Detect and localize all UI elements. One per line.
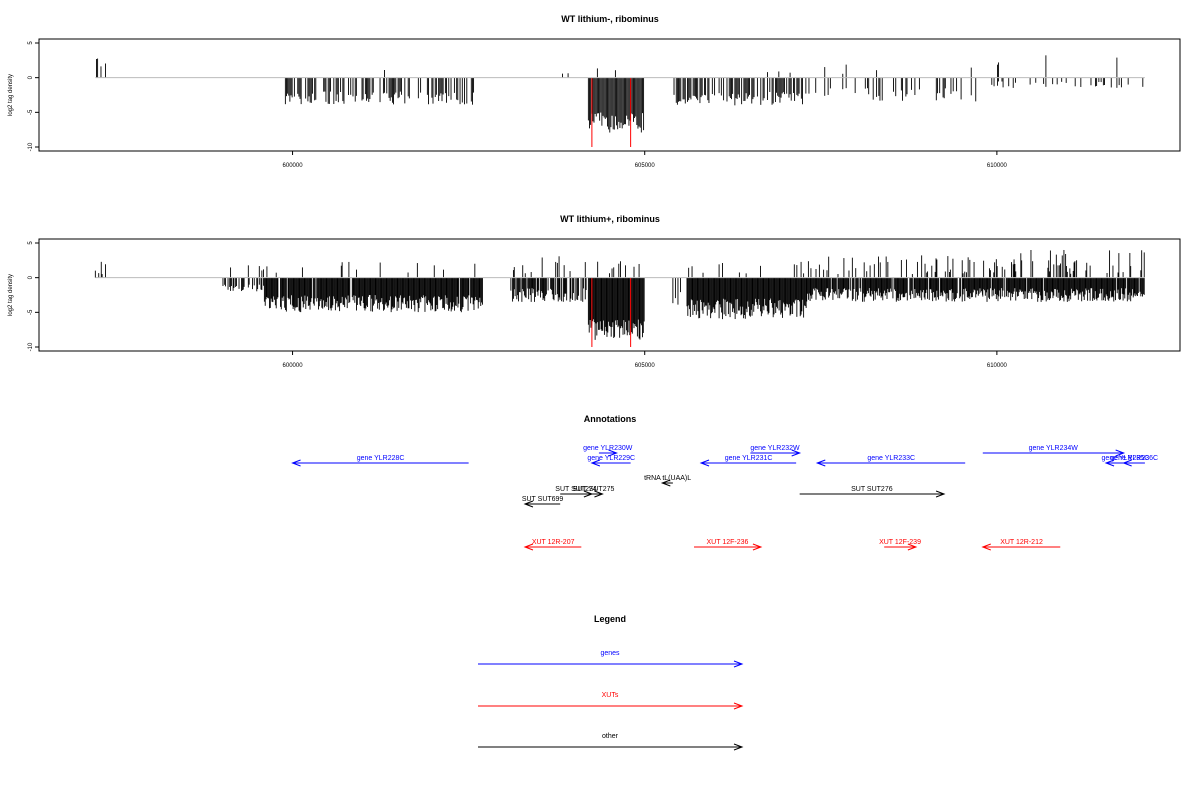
feature-label: XUT 12R-207 <box>532 539 575 546</box>
panel-1-axes: 5 0 -5 -10 600000 605000 610000 <box>28 41 1145 169</box>
feature-arrow-head <box>590 459 601 467</box>
x-tick-label: 605000 <box>635 163 656 169</box>
feature-label: SUT SUT274 <box>555 486 597 493</box>
feature-arrow-head <box>1115 449 1126 457</box>
legend-label: XUTs <box>602 692 619 699</box>
panel-2-axes: 5 0 -5 -10 600000 605000 610000 <box>28 241 1145 369</box>
panel-2-frame <box>38 238 1181 352</box>
panel-1-frame <box>38 38 1181 152</box>
y-tick-label: 5 <box>28 241 34 245</box>
feature-arrow-head <box>594 490 604 498</box>
feature-arrow-head <box>660 479 671 487</box>
feature-label: SUT SUT276 <box>851 486 893 493</box>
legend-label: other <box>602 733 619 740</box>
feature-genes: gene YLR233C <box>815 455 966 467</box>
feature-label: gene YLR236C <box>1110 455 1158 462</box>
y-tick-label: -5 <box>28 309 34 315</box>
feature-label: gene YLR230W <box>583 445 633 452</box>
feature-arrow-head <box>752 543 763 551</box>
feature-arrow-head <box>733 702 744 710</box>
panel-lithium-plus: WT lithium+, ribominus log2 tag density … <box>8 214 1181 369</box>
feature-label: tRNA tL(UAA)L <box>644 475 691 482</box>
feature-arrow-head <box>699 459 710 467</box>
feature-genes: gene YLR228C <box>291 455 469 467</box>
feature-label: gene YLR234W <box>1029 445 1079 452</box>
panel-1-bars <box>96 55 1144 147</box>
legend-entries: genes XUTs other <box>478 650 744 751</box>
feature-arrow-head <box>935 490 946 498</box>
feature-arrow-head <box>791 449 802 457</box>
feature-label: XUT 12R-212 <box>1000 539 1043 546</box>
legend: Legend genes XUTs other <box>478 614 744 751</box>
y-tick-label: 0 <box>28 275 34 279</box>
feature-label: gene YLR231C <box>725 455 773 462</box>
x-tick-label: 600000 <box>283 363 304 369</box>
x-tick-label: 600000 <box>283 163 304 169</box>
x-tick-label: 610000 <box>987 163 1008 169</box>
feature-arrow-head <box>608 449 618 457</box>
feature-label: SUT SUT699 <box>522 496 564 503</box>
feature-arrow-head <box>733 743 744 751</box>
y-tick-label: -10 <box>28 142 34 151</box>
y-tick-label: -10 <box>28 342 34 351</box>
feature-genes: gene YLR229C <box>587 455 635 467</box>
panel-2-bars <box>94 249 1145 347</box>
panel-1-ylabel: log2 tag density <box>8 74 14 116</box>
feature-arrow-head <box>1122 459 1132 467</box>
feature-genes: gene YLR236C <box>1110 455 1158 467</box>
feature-XUTs: XUT 12R-212 <box>981 539 1061 551</box>
feature-arrow-head <box>523 500 534 508</box>
feature-label: XUT 12F-236 <box>707 539 749 546</box>
y-tick-label: -5 <box>28 109 34 115</box>
legend-entry-xuts: XUTs <box>478 692 744 710</box>
x-tick-label: 610000 <box>987 363 1008 369</box>
feature-XUTs: XUT 12F-236 <box>694 539 763 551</box>
feature-label: gene YLR229C <box>587 455 635 462</box>
feature-label: SUT SUT275 <box>573 486 615 493</box>
feature-genes: gene YLR232W <box>750 445 802 457</box>
legend-entry-other: other <box>478 733 744 751</box>
legend-label: genes <box>600 650 620 657</box>
feature-genes: gene YLR234W <box>982 445 1126 457</box>
feature-genes: gene YLR231C <box>699 455 797 467</box>
feature-genes: gene YLR230W <box>583 445 633 457</box>
feature-XUTs: XUT 12F-239 <box>879 539 921 551</box>
feature-label: gene YLR233C <box>867 455 915 462</box>
y-tick-label: 5 <box>28 41 34 45</box>
panel-2-ylabel: log2 tag density <box>8 274 14 316</box>
feature-other: tRNA tL(UAA)L <box>644 475 691 487</box>
feature-label: gene YLR228C <box>357 455 405 462</box>
feature-XUTs: XUT 12R-207 <box>523 539 582 551</box>
feature-other: SUT SUT699 <box>522 496 564 508</box>
feature-label: gene YLR232W <box>750 445 800 452</box>
feature-arrow-head <box>981 543 991 551</box>
feature-arrows: gene YLR228C gene YLR230W gene YLR229C gene… <box>291 445 1158 551</box>
feature-other: SUT SUT276 <box>799 486 946 498</box>
feature-arrow-head <box>815 459 826 467</box>
panel-2-title: WT lithium+, ribominus <box>560 214 660 224</box>
x-tick-label: 605000 <box>635 363 656 369</box>
feature-arrow-head <box>523 543 534 551</box>
feature-other: SUT SUT275 <box>573 486 615 498</box>
feature-arrow-head <box>733 660 744 668</box>
y-tick-label: 0 <box>28 75 34 79</box>
feature-label: XUT 12F-239 <box>879 539 921 546</box>
feature-label: gene YLR235C <box>1102 455 1150 462</box>
feature-arrow-head <box>291 459 301 467</box>
feature-arrow-head <box>907 543 918 551</box>
panel-1-title: WT lithium-, ribominus <box>561 14 659 24</box>
annotations-title: Annotations <box>584 414 637 424</box>
feature-arrow-head <box>1104 459 1115 467</box>
legend-entry-genes: genes <box>478 650 744 668</box>
legend-title: Legend <box>594 614 626 624</box>
panel-lithium-minus: WT lithium-, ribominus log2 tag density … <box>8 14 1181 169</box>
